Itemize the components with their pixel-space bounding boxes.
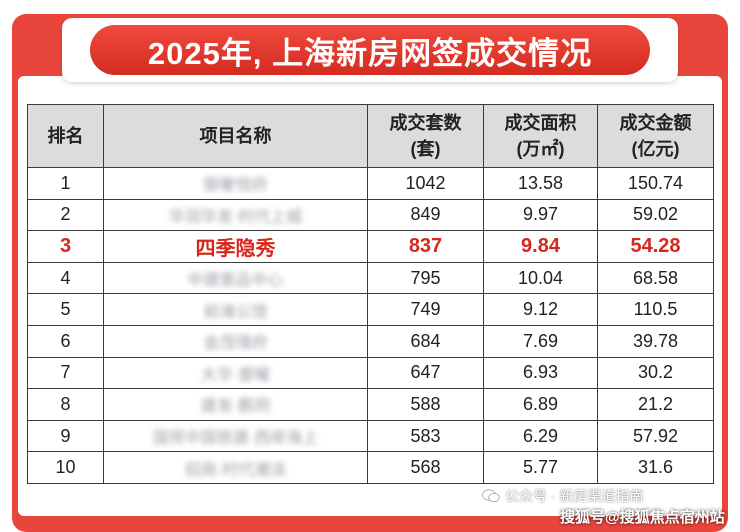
cell-project-name: 前滩公馆	[103, 293, 368, 326]
table-header-row: 排名 项目名称 成交套数 (套) 成交面积 (万㎡) 成交金额 (亿元)	[27, 104, 714, 168]
cell-amount: 68.58	[597, 261, 714, 295]
table-row: 6 金茂璞府 684 7.69 39.78	[27, 324, 714, 358]
watermark-line1: 公众号 · 新房渠道指南	[505, 488, 644, 504]
title-banner: 2025年, 上海新房网签成交情况	[62, 18, 678, 82]
cell-units: 749	[367, 293, 484, 326]
cell-units: 583	[367, 419, 484, 453]
cell-units: 588	[367, 388, 484, 421]
cell-amount: 59.02	[597, 198, 714, 232]
project-name-blurred: 招商·时代潮派	[184, 461, 287, 479]
cell-project-name: 国贸中国铁建·西岸海上	[103, 419, 368, 453]
cell-rank: 7	[27, 356, 104, 390]
cell-project-name: 建发·鹏玥	[103, 388, 368, 421]
cell-amount: 57.92	[597, 419, 714, 453]
header-amount-line1: 成交金额	[619, 113, 692, 133]
project-name-blurred: 国贸中国铁建·西岸海上	[152, 430, 319, 448]
header-area: 成交面积 (万㎡)	[483, 104, 598, 168]
cell-area: 9.12	[483, 293, 598, 326]
cell-units: 568	[367, 451, 484, 484]
cell-rank: 9	[27, 419, 104, 453]
cell-amount: 21.2	[597, 388, 714, 421]
table-row: 7 大华·壹曜 647 6.93 30.2	[27, 356, 714, 390]
table-row: 8 建发·鹏玥 588 6.89 21.2	[27, 388, 714, 421]
title-pill: 2025年, 上海新房网签成交情况	[90, 25, 650, 75]
cell-area: 5.77	[483, 451, 598, 484]
cell-area: 10.04	[483, 261, 598, 295]
cell-area: 6.29	[483, 419, 598, 453]
cell-project-name: 大华·壹曜	[103, 356, 368, 390]
table-row: 9 国贸中国铁建·西岸海上 583 6.29 57.92	[27, 419, 714, 453]
cell-project-name: 中建壹品中心	[103, 261, 368, 295]
cell-units: 795	[367, 261, 484, 295]
wechat-icon	[482, 489, 500, 502]
header-amount: 成交金额 (亿元)	[597, 104, 714, 168]
table-row: 2 华润华发·时代上城 849 9.97 59.02	[27, 198, 714, 232]
project-name-blurred: 金茂璞府	[203, 335, 268, 353]
header-units: 成交套数 (套)	[367, 104, 484, 168]
cell-rank: 8	[27, 388, 104, 421]
cell-amount: 150.74	[597, 167, 714, 200]
cell-rank: 6	[27, 324, 104, 358]
cell-rank: 4	[27, 261, 104, 295]
cell-project-name: 招商·时代潮派	[103, 451, 368, 484]
cell-area: 9.84	[483, 230, 598, 263]
cell-units: 684	[367, 324, 484, 358]
cell-units: 647	[367, 356, 484, 390]
header-name: 项目名称	[103, 104, 368, 168]
cell-project-name: 御奢悦府	[103, 167, 368, 200]
cell-amount: 31.6	[597, 451, 714, 484]
page-title: 2025年, 上海新房网签成交情况	[147, 35, 593, 71]
header-amount-line2: (亿元)	[631, 139, 680, 159]
cell-project-name: 四季隐秀	[103, 230, 368, 263]
header-area-line2: (万㎡)	[516, 139, 565, 159]
project-name-blurred: 前滩公馆	[203, 303, 268, 321]
cell-amount: 39.78	[597, 324, 714, 358]
cell-rank: 3	[27, 230, 104, 263]
project-name-blurred: 华润华发·时代上城	[168, 208, 303, 226]
header-units-line1: 成交套数	[389, 113, 462, 133]
project-name: 四季隐秀	[195, 237, 276, 260]
cell-amount: 30.2	[597, 356, 714, 390]
cell-rank: 1	[27, 167, 104, 200]
table-row: 1 御奢悦府 1042 13.58 150.74	[27, 167, 714, 200]
cell-project-name: 金茂璞府	[103, 324, 368, 358]
cell-units: 849	[367, 198, 484, 232]
header-area-line1: 成交面积	[504, 113, 577, 133]
cell-units: 1042	[367, 167, 484, 200]
watermark-sohu: 搜狐号@搜狐焦点宿州站	[560, 509, 725, 526]
header-units-line2: (套)	[410, 139, 441, 159]
ranking-table: 排名 项目名称 成交套数 (套) 成交面积 (万㎡) 成交金额 (亿元) 1 御奢…	[27, 104, 714, 484]
header-rank: 排名	[27, 104, 104, 168]
cell-rank: 5	[27, 293, 104, 326]
table-row: 3 四季隐秀 837 9.84 54.28	[27, 230, 714, 263]
table-row: 10 招商·时代潮派 568 5.77 31.6	[27, 451, 714, 484]
cell-amount: 54.28	[597, 230, 714, 263]
table-body: 1 御奢悦府 1042 13.58 150.74 2 华润华发·时代上城 849 9.97 59.…	[27, 167, 714, 484]
cell-amount: 110.5	[597, 293, 714, 326]
project-name-blurred: 大华·壹曜	[200, 366, 271, 384]
table-row: 4 中建壹品中心 795 10.04 68.58	[27, 261, 714, 295]
cell-project-name: 华润华发·时代上城	[103, 198, 368, 232]
cell-area: 6.89	[483, 388, 598, 421]
watermark-wechat: 公众号 · 新房渠道指南	[482, 486, 643, 506]
project-name-blurred: 御奢悦府	[203, 177, 268, 195]
table-row: 5 前滩公馆 749 9.12 110.5	[27, 293, 714, 326]
project-name-blurred: 中建壹品中心	[187, 272, 284, 290]
cell-area: 6.93	[483, 356, 598, 390]
project-name-blurred: 建发·鹏玥	[200, 398, 271, 416]
cell-rank: 2	[27, 198, 104, 232]
cell-area: 13.58	[483, 167, 598, 200]
cell-area: 9.97	[483, 198, 598, 232]
cell-rank: 10	[27, 451, 104, 484]
cell-units: 837	[367, 230, 484, 263]
cell-area: 7.69	[483, 324, 598, 358]
